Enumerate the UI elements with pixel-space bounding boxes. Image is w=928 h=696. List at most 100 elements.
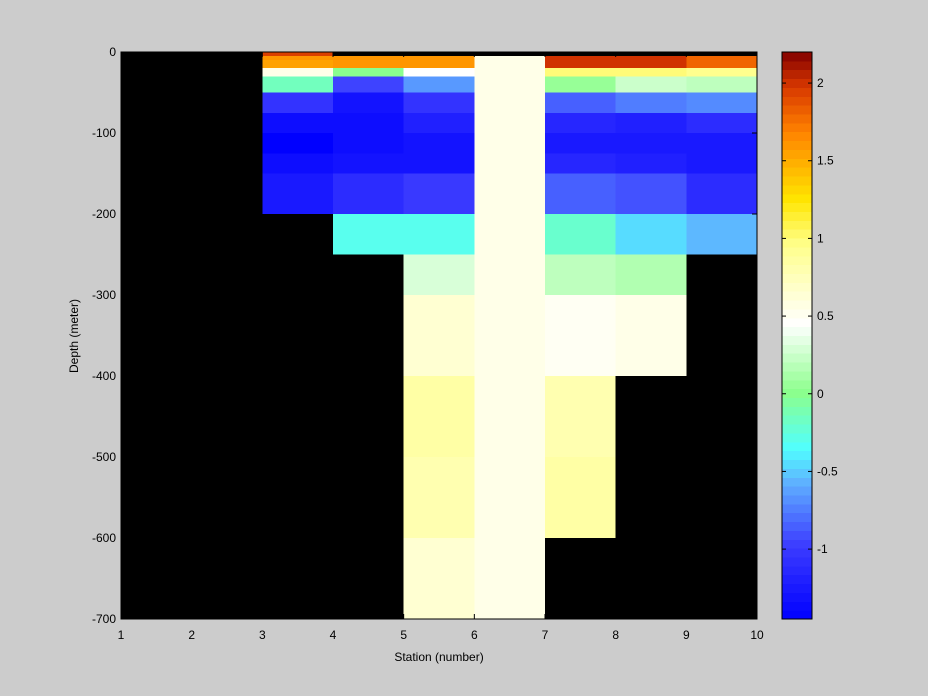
heatmap-cell xyxy=(686,92,757,113)
y-tick-label: -200 xyxy=(92,207,116,221)
heatmap-cell xyxy=(403,538,475,619)
colorbar-segment xyxy=(782,556,812,567)
heatmap-cell xyxy=(686,173,757,214)
heatmap-cell xyxy=(333,56,404,61)
heatmap-cell xyxy=(545,76,616,93)
colorbar-segment xyxy=(782,176,812,186)
heatmap-cells xyxy=(262,52,757,619)
colorbar-tick-label: 0 xyxy=(817,387,824,401)
heatmap-cell xyxy=(615,68,687,77)
x-tick-label: 4 xyxy=(330,628,337,642)
colorbar-segment xyxy=(782,344,812,354)
colorbar xyxy=(781,51,813,620)
x-tick-label: 10 xyxy=(750,628,764,642)
heatmap-cell xyxy=(403,76,475,93)
heatmap-cell xyxy=(403,153,475,174)
colorbar-segment xyxy=(782,60,812,71)
colorbar-segment xyxy=(782,424,812,434)
heatmap-cell xyxy=(545,112,616,133)
heatmap-cell xyxy=(545,60,616,69)
colorbar-segment xyxy=(782,530,812,540)
y-axis: 0 -100 -200 -300 -400 -500 -600 -700 xyxy=(92,45,757,626)
colorbar-segment xyxy=(782,149,812,159)
colorbar-segment xyxy=(782,52,812,62)
heatmap-cell xyxy=(262,56,333,61)
heatmap-cell xyxy=(474,68,545,77)
colorbar-segment xyxy=(782,105,812,115)
colorbar-tick-label: -0.5 xyxy=(817,464,838,478)
colorbar-tick-label: 2 xyxy=(817,76,824,90)
heatmap-cell xyxy=(474,254,545,295)
heatmap-cell xyxy=(333,112,404,133)
colorbar-segment xyxy=(782,362,812,372)
heatmap-cell xyxy=(686,76,757,93)
heatmap-cell xyxy=(545,133,616,154)
colorbar-segment xyxy=(782,486,812,496)
colorbar-tick-label: 1 xyxy=(817,231,824,245)
y-tick-label: -600 xyxy=(92,531,116,545)
colorbar-segment xyxy=(782,441,812,452)
heatmap-cell xyxy=(403,173,475,214)
colorbar-segment xyxy=(782,255,812,266)
colorbar-segment xyxy=(782,521,812,531)
colorbar-segment xyxy=(782,273,812,283)
colorbar-segment xyxy=(782,308,812,319)
heatmap-cell xyxy=(686,112,757,133)
heatmap-cell xyxy=(474,214,545,255)
colorbar-segment xyxy=(782,96,812,106)
x-tick-label: 6 xyxy=(471,628,478,642)
heatmap-cell xyxy=(474,376,545,457)
heatmap-cell xyxy=(262,133,333,154)
colorbar-segment xyxy=(782,539,812,549)
heatmap-cell xyxy=(403,56,475,61)
y-tick-label: -400 xyxy=(92,369,116,383)
colorbar-segment xyxy=(782,69,812,80)
heatmap-cell xyxy=(262,173,333,214)
colorbar-segment xyxy=(782,583,812,593)
colorbar-segment xyxy=(782,122,812,133)
y-axis-label: Depth (meter) xyxy=(67,299,81,373)
heatmap-cell xyxy=(333,76,404,93)
heatmap-cell xyxy=(333,214,404,255)
heatmap-cell xyxy=(403,214,475,255)
x-tick-label: 2 xyxy=(188,628,195,642)
colorbar-segment xyxy=(782,238,812,248)
heatmap-cell xyxy=(615,153,687,174)
colorbar-segment xyxy=(782,406,812,416)
heatmap-cell xyxy=(545,214,616,255)
colorbar-axis: -1 -0.5 0 0.5 1 1.5 2 xyxy=(782,76,838,556)
heatmap-cell xyxy=(545,56,616,61)
heatmap-cell xyxy=(545,153,616,174)
colorbar-segment xyxy=(782,379,812,390)
heatmap-cell xyxy=(262,153,333,174)
colorbar-segment xyxy=(782,282,812,292)
heatmap-cell xyxy=(686,60,757,69)
heatmap-cell xyxy=(615,60,687,69)
heatmap-cell xyxy=(545,92,616,113)
heatmap-cell xyxy=(474,133,545,154)
colorbar-segment xyxy=(782,450,812,461)
colorbar-segment xyxy=(782,503,812,514)
y-tick-label: -300 xyxy=(92,288,116,302)
colorbar-segment xyxy=(782,335,812,345)
y-tick-label: -700 xyxy=(92,612,116,626)
colorbar-segment xyxy=(782,193,812,204)
heatmap-cell xyxy=(686,133,757,154)
colorbar-segment xyxy=(782,326,812,336)
y-tick-label: -100 xyxy=(92,126,116,140)
heatmap-cell xyxy=(545,376,616,457)
colorbar-segment xyxy=(782,565,812,576)
x-tick-label: 7 xyxy=(542,628,549,642)
x-tick-label: 3 xyxy=(259,628,266,642)
colorbar-segment xyxy=(782,291,812,301)
heatmap-cell xyxy=(333,173,404,214)
x-axis-label: Station (number) xyxy=(394,650,483,664)
x-axis: 1 2 3 4 5 6 7 8 9 10 xyxy=(118,52,764,642)
heatmap-cell xyxy=(474,153,545,174)
colorbar-segment xyxy=(782,370,812,381)
colorbar-segment xyxy=(782,246,812,257)
heatmap-cell xyxy=(545,173,616,214)
heatmap-cell xyxy=(333,68,404,77)
heatmap-cell xyxy=(615,173,687,214)
